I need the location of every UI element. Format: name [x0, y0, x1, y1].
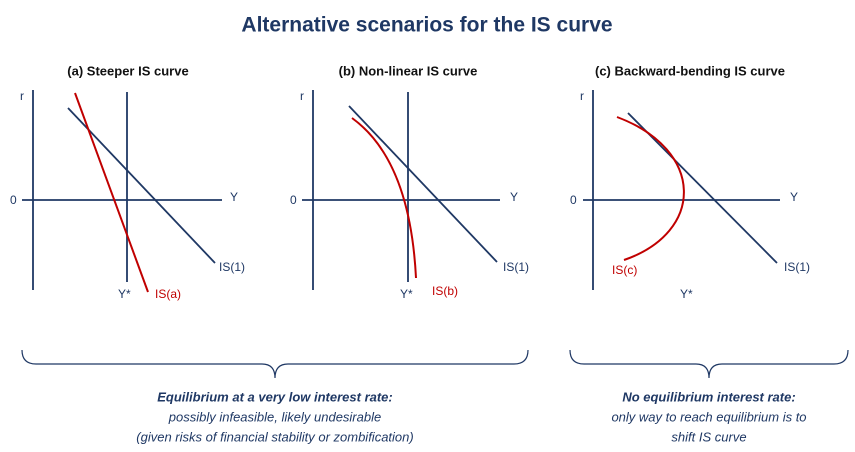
caption-line: only way to reach equilibrium is to: [611, 409, 806, 424]
title: Alternative scenarios for the IS curve: [241, 14, 612, 37]
caption-heading: Equilibrium at a very low interest rate:: [157, 389, 393, 404]
panel-c: (c) Backward-bending IS curve r 0 Y IS(1…: [570, 63, 810, 301]
is1-line: [67, 107, 216, 264]
y-axis-label: r: [300, 89, 304, 103]
panel-title: (b) Non-linear IS curve: [339, 63, 478, 78]
panel-title: (a) Steeper IS curve: [67, 63, 188, 78]
is-curve: [351, 117, 417, 279]
is1-line: [348, 105, 498, 263]
is-curve: [74, 92, 149, 293]
ystar-label: Y*: [400, 287, 413, 301]
is1-label: IS(1): [503, 260, 529, 274]
origin-label: 0: [10, 193, 17, 207]
is1-line: [627, 112, 778, 264]
origin-label: 0: [290, 193, 297, 207]
x-axis-label: Y: [790, 190, 798, 204]
curve-label: IS(b): [432, 284, 458, 298]
ystar-label: Y*: [680, 287, 693, 301]
y-axis-label: r: [20, 89, 24, 103]
brace: [21, 349, 529, 379]
brace: [569, 349, 849, 379]
x-axis-label: Y: [510, 190, 518, 204]
x-axis-label: Y: [230, 190, 238, 204]
caption-line: (given risks of financial stability or z…: [136, 429, 413, 444]
y-axis-label: r: [580, 89, 584, 103]
is1-label: IS(1): [784, 260, 810, 274]
panel-a: (a) Steeper IS curve r 0 Y IS(1) IS(a) Y…: [10, 63, 245, 301]
curve-label: IS(a): [155, 287, 181, 301]
origin-label: 0: [570, 193, 577, 207]
caption-line: possibly infeasible, likely undesirable: [168, 409, 381, 424]
ystar-label: Y*: [118, 287, 131, 301]
panel-title: (c) Backward-bending IS curve: [595, 63, 785, 78]
caption-line: shift IS curve: [671, 429, 746, 444]
caption-heading: No equilibrium interest rate:: [622, 389, 795, 404]
is-curve: [616, 116, 685, 261]
curve-label: IS(c): [612, 263, 637, 277]
panel-b: (b) Non-linear IS curve r 0 Y IS(1) IS(b…: [290, 63, 529, 301]
is1-label: IS(1): [219, 260, 245, 274]
